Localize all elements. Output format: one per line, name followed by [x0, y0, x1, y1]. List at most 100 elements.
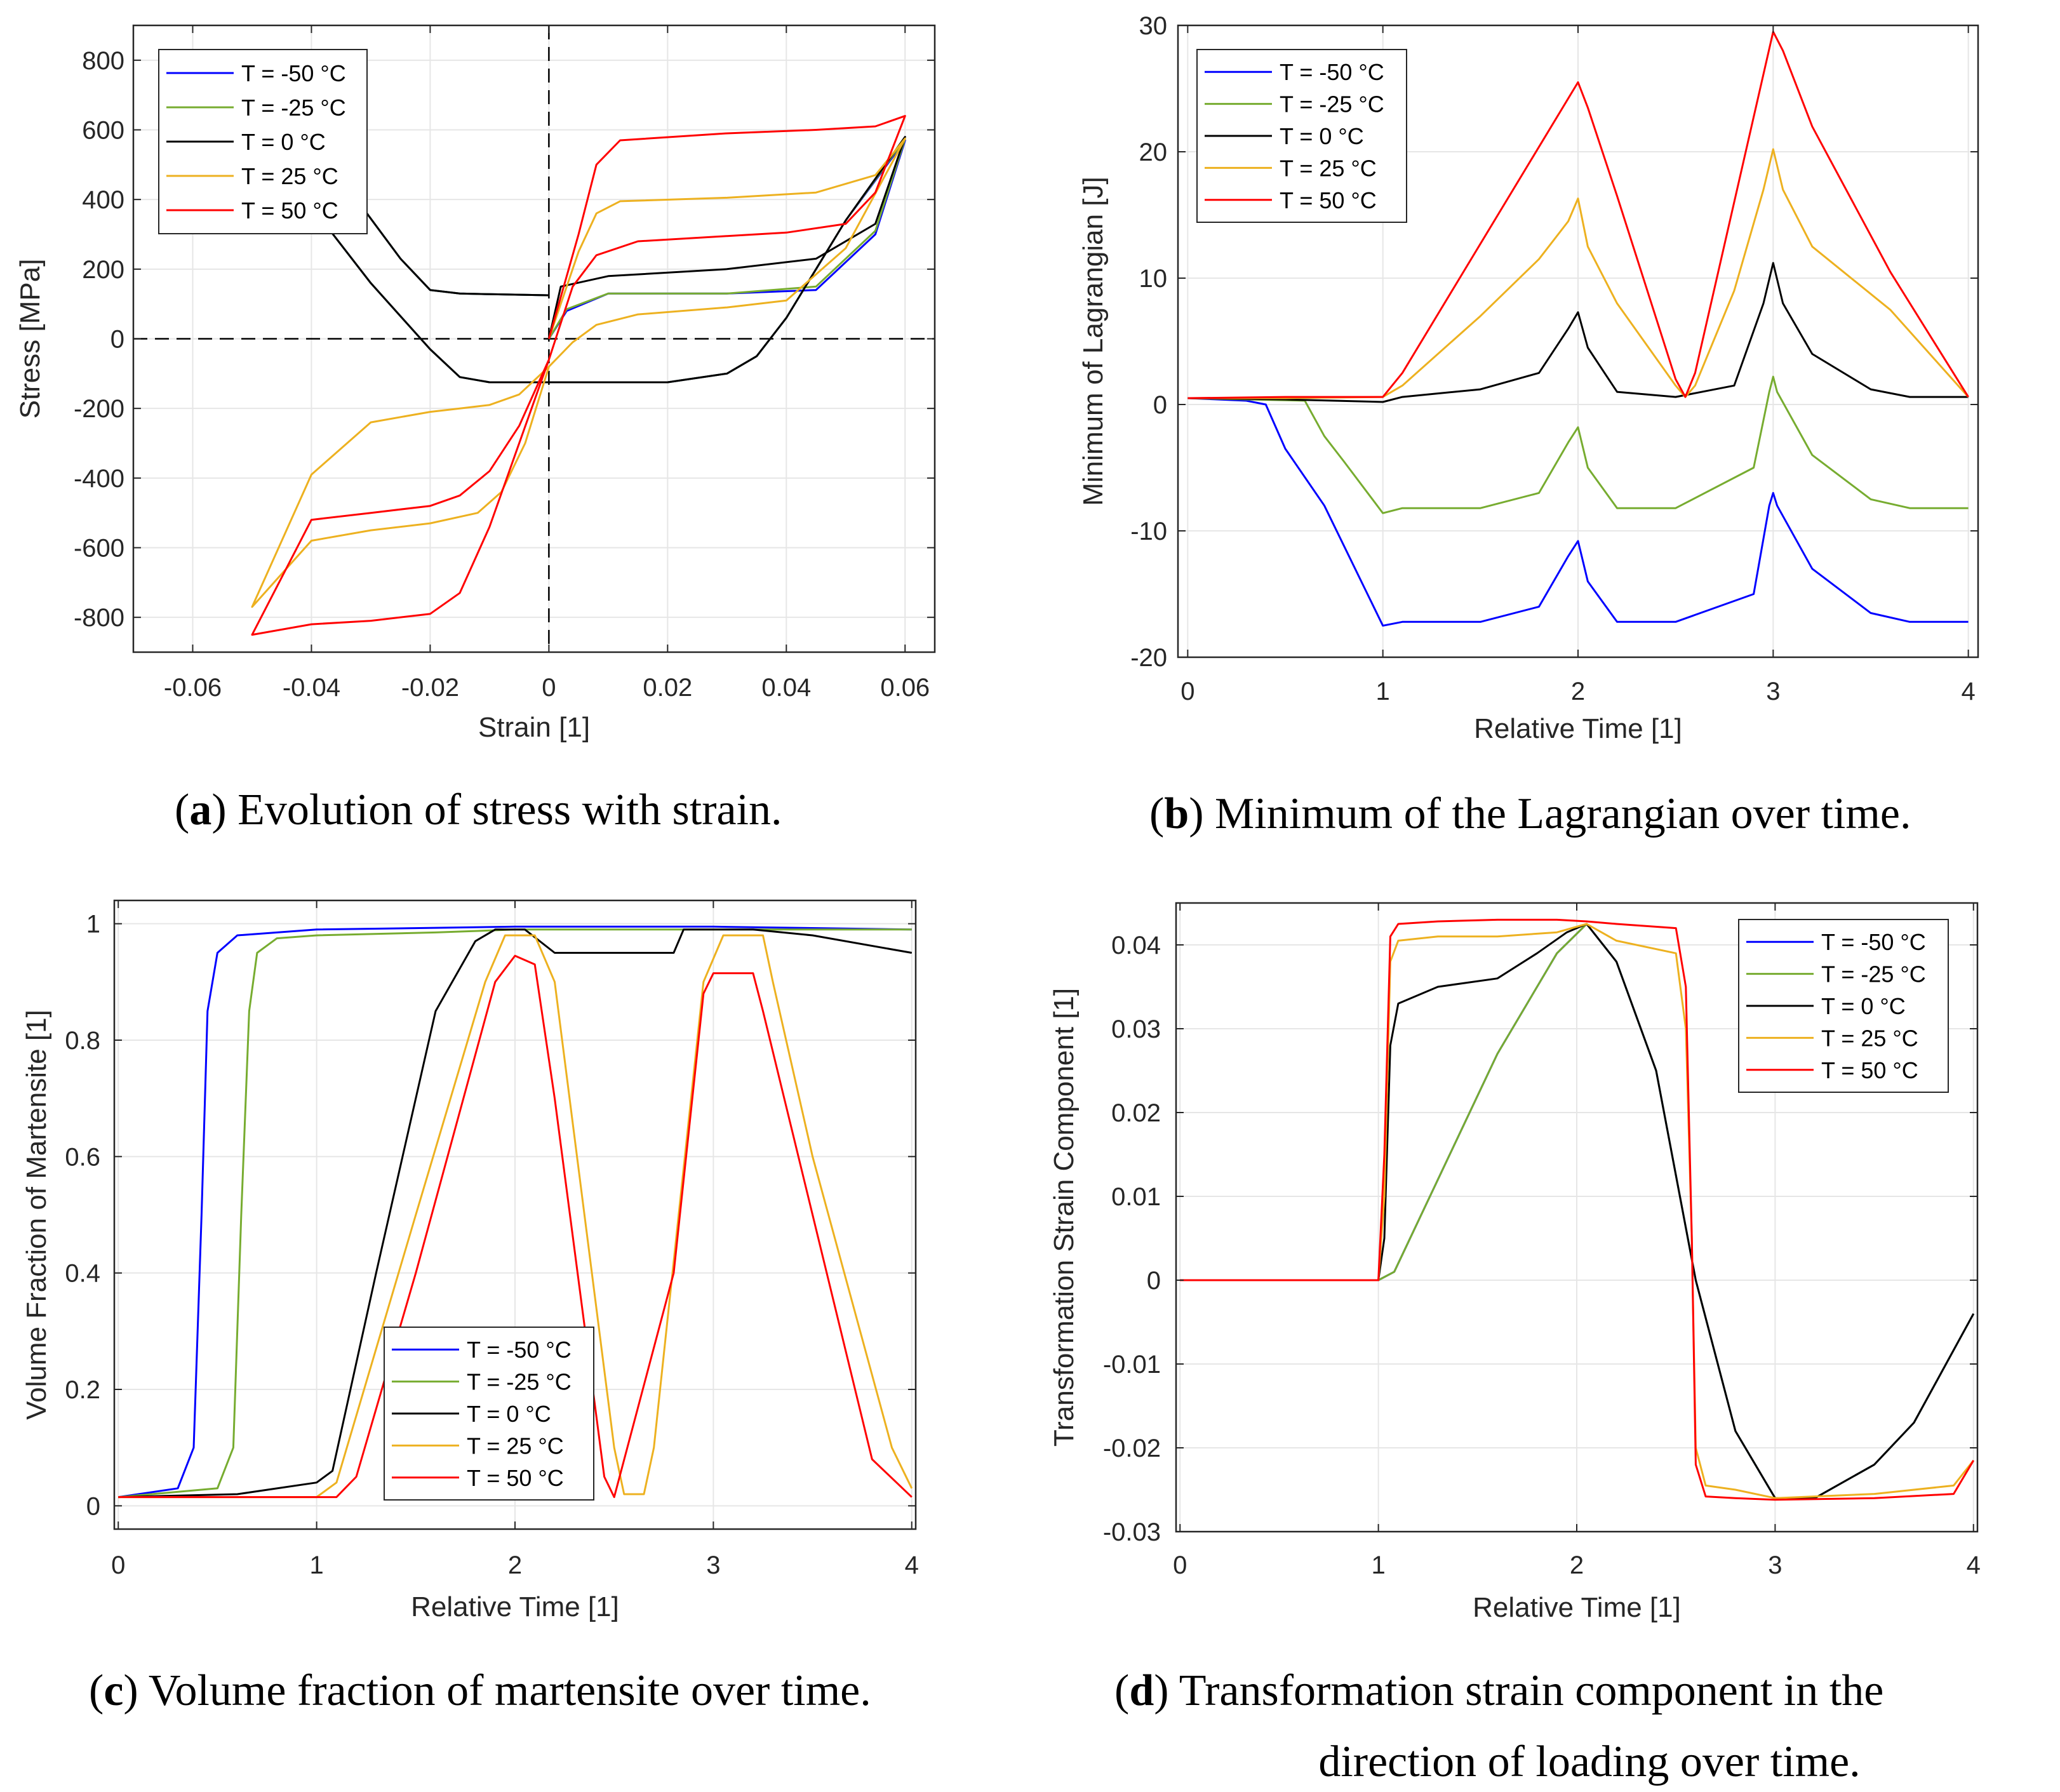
- series-line-5: [1180, 918, 1975, 1501]
- legend-entry-2: T = -25 °C: [467, 1369, 572, 1395]
- legend-entry-2: T = -25 °C: [1821, 961, 1926, 987]
- y-tick-label: 20: [1139, 138, 1168, 166]
- series-line-5: [1187, 30, 1969, 399]
- legend-entry-3: T = 0 °C: [1280, 123, 1364, 149]
- y-tick-label: -0.02: [1103, 1434, 1161, 1462]
- y-axis-label: Volume Fraction of Martensite [1]: [21, 1010, 52, 1420]
- x-tick-label: -0.02: [401, 674, 459, 702]
- y-tick-label: -0.01: [1103, 1351, 1161, 1379]
- y-tick-label: 0.6: [65, 1143, 100, 1171]
- legend-entry-5: T = 50 °C: [241, 197, 338, 224]
- legend-entry-3: T = 0 °C: [467, 1401, 551, 1427]
- x-tick-label: 3: [1768, 1551, 1782, 1579]
- caption-letter: b: [1164, 789, 1189, 838]
- series-line-4: [1187, 148, 1969, 399]
- y-tick-label: -10: [1130, 518, 1167, 545]
- x-tick-label: -0.06: [164, 674, 222, 702]
- y-tick-label: 0: [86, 1492, 100, 1520]
- legend-entry-1: T = -50 °C: [467, 1337, 572, 1363]
- legend-entry-5: T = 50 °C: [467, 1465, 564, 1491]
- y-tick-label: -0.03: [1103, 1518, 1161, 1546]
- caption-letter: c: [104, 1666, 123, 1715]
- legend-entry-2: T = -25 °C: [241, 95, 346, 121]
- series-line-1: [117, 925, 912, 1499]
- series-line-4: [1180, 923, 1974, 1499]
- chart-panel-d: 0 1 2 3 4 -0.03 -0.02 -0.01 0 0.01 0.02 0.03 0.04 Rel…: [1048, 902, 1981, 1786]
- x-tick-label: -0.04: [283, 674, 340, 702]
- x-tick-label: 4: [1967, 1551, 1981, 1579]
- legend: T = -50 °C T = -25 °C T = 0 °C T = 25 °C T =…: [158, 49, 368, 234]
- legend-entry-4: T = 25 °C: [241, 163, 338, 189]
- x-tick-label: 4: [1962, 678, 1976, 705]
- y-tick-label: 0.03: [1111, 1015, 1161, 1043]
- legend-entry-1: T = -50 °C: [1821, 929, 1926, 955]
- x-tick-label: 0.02: [643, 674, 692, 702]
- x-tick-label: 1: [1371, 1551, 1385, 1579]
- caption: (d) Transformation strain component in t…: [1114, 1666, 1883, 1715]
- series-line-3: [118, 928, 913, 1499]
- x-tick-label: 1: [1376, 678, 1390, 705]
- y-tick-label: 0.4: [65, 1260, 100, 1288]
- y-tick-label: 1: [86, 911, 100, 939]
- caption-continued: direction of loading over time.: [1318, 1737, 1860, 1786]
- series-line-4: [251, 137, 906, 608]
- legend-entry-5: T = 50 °C: [1280, 187, 1377, 213]
- x-axis-label: Relative Time [1]: [411, 1591, 619, 1622]
- legend: T = -50 °C T = -25 °C T = 0 °C T = 25 °C T =…: [1738, 919, 1949, 1093]
- series-line-5: [118, 954, 913, 1499]
- legend-entry-3: T = 0 °C: [241, 129, 326, 155]
- y-axis-label: Stress [MPa]: [15, 259, 46, 419]
- chart-panel-c: 0 1 2 3 4 0 0.2 0.4 0.6 0.8 1 Relative Time [1] Volu…: [21, 899, 919, 1715]
- legend: T = -50 °C T = -25 °C T = 0 °C T = 25 °C T =…: [1196, 49, 1407, 223]
- caption: (b) Minimum of the Lagrangian over time.: [1149, 789, 1911, 838]
- x-tick-label: 0.04: [761, 674, 811, 702]
- y-tick-label: -20: [1130, 644, 1167, 672]
- y-tick-label: 0.01: [1111, 1183, 1161, 1211]
- x-tick-label: 0: [1173, 1551, 1187, 1579]
- x-tick-label: 2: [508, 1551, 522, 1579]
- y-tick-label: -600: [74, 535, 124, 563]
- y-tick-label: 0.8: [65, 1027, 100, 1055]
- legend-entry-1: T = -50 °C: [241, 60, 346, 86]
- x-tick-label: 3: [706, 1551, 720, 1579]
- y-tick-label: 800: [82, 47, 124, 75]
- y-tick-label: 200: [82, 256, 124, 284]
- y-tick-label: 0.2: [65, 1376, 100, 1404]
- x-axis-label: Strain [1]: [478, 712, 590, 743]
- series-line-2: [118, 928, 912, 1499]
- legend-entry-3: T = 0 °C: [1821, 993, 1906, 1019]
- x-tick-label: 1: [309, 1551, 323, 1579]
- caption: (c) Volume fraction of martensite over t…: [89, 1666, 871, 1715]
- x-tick-label: 2: [1570, 1551, 1584, 1579]
- y-tick-label: 600: [82, 117, 124, 145]
- y-tick-label: -400: [74, 465, 124, 493]
- x-tick-label: 3: [1766, 678, 1780, 705]
- series-line-3: [1187, 262, 1969, 403]
- y-tick-label: 0.04: [1111, 932, 1161, 960]
- y-tick-label: -800: [74, 604, 124, 632]
- y-tick-label: 0: [1153, 391, 1167, 419]
- series-line-3: [251, 69, 906, 384]
- series-line-5: [251, 115, 906, 636]
- caption: (a) Evolution of stress with strain.: [175, 786, 782, 834]
- y-tick-label: 10: [1139, 265, 1168, 293]
- y-tick-label: 0: [1147, 1267, 1161, 1295]
- x-tick-label: 0: [111, 1551, 125, 1579]
- x-axis-label: Relative Time [1]: [1474, 713, 1682, 744]
- y-tick-label: 30: [1139, 12, 1168, 40]
- legend-entry-2: T = -25 °C: [1280, 91, 1384, 117]
- series-line-1: [1187, 397, 1969, 627]
- y-tick-label: 0: [110, 326, 124, 354]
- chart-panel-b: 0 1 2 3 4 -20 -10 0 10 20 30 Relative Time [1] Minim…: [1078, 12, 1979, 838]
- legend-entry-5: T = 50 °C: [1821, 1057, 1918, 1083]
- x-tick-label: 0.06: [880, 674, 930, 702]
- caption-letter: d: [1129, 1666, 1154, 1715]
- x-axis-label: Relative Time [1]: [1473, 1592, 1681, 1623]
- legend-entry-4: T = 25 °C: [1821, 1025, 1918, 1051]
- y-axis-label: Transformation Strain Component [1]: [1048, 988, 1080, 1447]
- x-tick-label: 0: [542, 674, 556, 702]
- x-tick-label: 0: [1180, 678, 1194, 705]
- y-tick-label: 0.02: [1111, 1099, 1161, 1127]
- y-axis-label: Minimum of Lagrangian [J]: [1078, 177, 1109, 505]
